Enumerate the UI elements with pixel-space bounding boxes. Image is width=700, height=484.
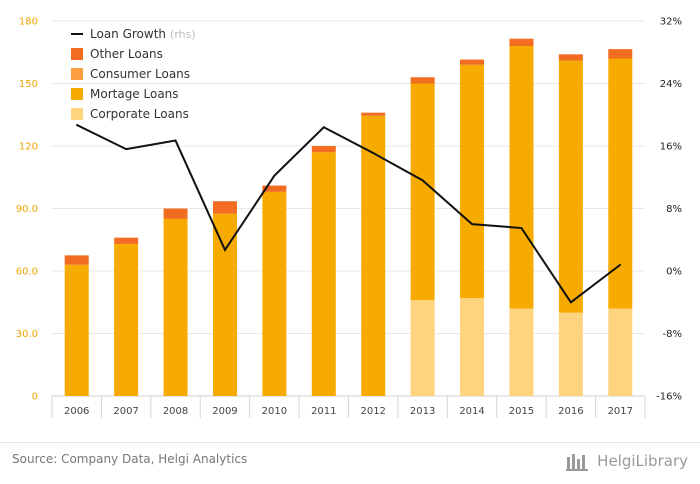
loan-growth-point — [570, 301, 572, 304]
left-axis-tick-label: 120 — [19, 142, 38, 153]
legend-label-text: Other Loans — [90, 47, 163, 61]
right-axis-tick-label: -16% — [656, 392, 682, 403]
bar-mortage-loans — [114, 243, 139, 396]
bar-other-loans — [114, 237, 139, 244]
bar-other-loans — [64, 255, 89, 265]
bar-corporate-loans — [558, 312, 583, 396]
bar-mortage-loans — [262, 191, 287, 396]
bar-other-loans — [311, 146, 336, 153]
x-axis-tick-label: 2009 — [212, 406, 237, 417]
legend-label-text: Mortage Loans — [90, 87, 179, 101]
loans-chart: 0 -16% 30.0 -8% 60.0 0% 90.0 8% 120 16% 150 24% 180 3… — [16, 17, 682, 418]
x-axis-tick-label: 2015 — [509, 406, 534, 417]
loan-growth-point — [471, 223, 473, 225]
right-axis-tick-label: 24% — [660, 79, 682, 90]
bar-mortage-loans — [558, 60, 583, 313]
right-axis-tick-label: 16% — [660, 142, 682, 153]
legend-swatch-consumer-loans — [71, 68, 83, 80]
bar-mortage-loans — [361, 115, 386, 397]
x-axis-tick-label: 2017 — [608, 406, 633, 417]
left-axis-tick-label: 150 — [19, 79, 38, 90]
loan-growth-point — [125, 148, 127, 150]
loan-growth-point — [273, 174, 276, 177]
legend-rhs-note: (rhs) — [170, 28, 196, 41]
legend-label-text: Loan Growth — [90, 27, 166, 41]
x-axis-tick-label: 2012 — [360, 406, 385, 417]
legend-label-mortage-loans: Mortage Loans — [90, 87, 179, 101]
axes: 0 -16% 30.0 -8% 60.0 0% 90.0 8% 120 16% 150 24% 180 3… — [16, 17, 682, 418]
right-axis-tick-label: 0% — [666, 267, 682, 278]
bars — [64, 38, 633, 397]
bar-mortage-loans — [311, 152, 336, 396]
x-axis-tick-label: 2011 — [311, 406, 336, 417]
bar-mortage-loans — [64, 264, 89, 396]
bar-mortage-loans — [509, 46, 534, 309]
bar-mortage-loans — [163, 218, 188, 396]
loan-growth-point — [75, 124, 78, 126]
bar-other-loans — [558, 54, 583, 61]
legend-label-other-loans: Other Loans — [90, 47, 163, 61]
loan-growth-point — [421, 179, 424, 182]
bar-other-loans — [212, 201, 237, 214]
loan-growth-point — [619, 263, 622, 266]
legend-label-consumer-loans: Consumer Loans — [90, 67, 190, 81]
left-axis-tick-label: 90.0 — [16, 204, 38, 215]
source-note: Source: Company Data, Helgi Analytics — [12, 452, 248, 466]
legend-label-text: Corporate Loans — [90, 107, 189, 121]
x-axis-tick-label: 2013 — [410, 406, 435, 417]
bar-corporate-loans — [410, 300, 435, 396]
bar-corporate-loans — [460, 298, 485, 396]
left-axis-tick-label: 30.0 — [16, 329, 38, 340]
footer: Source: Company Data, Helgi Analytics He… — [0, 442, 700, 484]
right-axis-tick-label: 32% — [660, 17, 682, 28]
library-icon — [566, 454, 589, 471]
bar-other-loans — [460, 59, 485, 65]
bar-other-loans — [608, 49, 633, 59]
helgi-library-logo[interactable]: HelgiLibrary — [565, 449, 688, 473]
x-axis-tick-label: 2014 — [459, 406, 484, 417]
bar-corporate-loans — [509, 308, 534, 396]
gridlines — [51, 20, 646, 418]
x-axis-tick-label: 2006 — [64, 406, 89, 417]
brand-name: HelgiLibrary — [597, 452, 688, 470]
legend-label-loan-growth: Loan Growth (rhs) — [90, 27, 196, 41]
legend-swatch-mortage-loans — [71, 88, 83, 100]
bar-corporate-loans — [608, 308, 633, 396]
bar-other-loans — [410, 77, 435, 84]
legend-label-corporate-loans: Corporate Loans — [90, 107, 189, 121]
bar-mortage-loans — [410, 83, 435, 301]
x-axis-tick-label: 2016 — [558, 406, 583, 417]
loan-growth-point — [322, 126, 325, 129]
left-axis-tick-label: 60.0 — [16, 267, 38, 278]
left-axis-tick-label: 180 — [19, 17, 38, 28]
loan-growth-point — [224, 249, 226, 251]
loan-growth-point — [174, 139, 177, 142]
x-axis-tick-label: 2008 — [163, 406, 188, 417]
legend-swatch-corporate-loans — [71, 108, 83, 120]
right-axis-tick-label: -8% — [663, 329, 682, 340]
x-axis-tick-label: 2010 — [262, 406, 287, 417]
loan-growth-point — [372, 152, 375, 154]
bar-mortage-loans — [608, 58, 633, 309]
loan-growth-line — [76, 124, 621, 304]
bar-other-loans — [509, 38, 534, 46]
bar-other-loans — [163, 208, 188, 219]
loan-growth-point — [520, 227, 523, 229]
right-axis-tick-label: 8% — [666, 204, 682, 215]
left-axis-tick-label: 0 — [32, 392, 38, 403]
bar-other-loans — [262, 185, 287, 192]
bar-mortage-loans — [460, 64, 485, 299]
legend: Loan Growth (rhs) Other Loans Consumer Loan… — [71, 27, 196, 121]
legend-swatch-other-loans — [71, 48, 83, 60]
legend-label-text: Consumer Loans — [90, 67, 190, 81]
bar-mortage-loans — [212, 213, 237, 396]
bar-other-loans — [361, 112, 386, 116]
x-axis-tick-label: 2007 — [113, 406, 138, 417]
loan-growth-line-group — [75, 124, 622, 304]
